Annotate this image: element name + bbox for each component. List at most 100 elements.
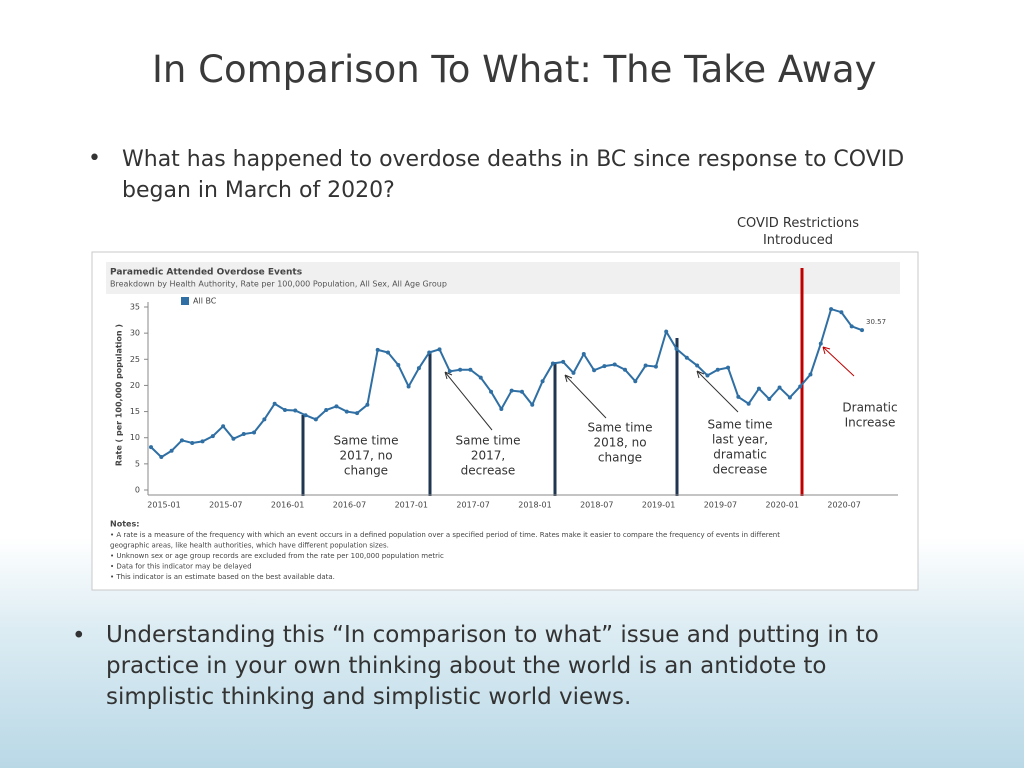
bullet: • — [72, 623, 86, 649]
data-point — [458, 367, 463, 372]
data-point — [210, 434, 215, 439]
data-point — [715, 367, 720, 372]
chart-header — [106, 262, 900, 294]
x-tick-label: 2020-07 — [827, 501, 860, 510]
covid-label: COVID Restrictions Introduced — [720, 215, 876, 249]
chart-title: Paramedic Attended Overdose Events — [110, 268, 302, 278]
data-point — [200, 439, 205, 444]
y-tick-label: 35 — [130, 303, 140, 312]
data-point — [839, 310, 844, 315]
data-point — [149, 445, 153, 450]
x-tick-label: 2019-07 — [704, 501, 737, 510]
annotation: Same time — [456, 434, 521, 448]
data-point — [416, 366, 421, 371]
data-point — [550, 361, 555, 366]
y-tick-label: 20 — [130, 381, 140, 390]
data-point — [252, 430, 257, 435]
data-point — [313, 417, 318, 422]
data-point — [684, 355, 689, 360]
note: • Unknown sex or age group records are e… — [110, 552, 444, 560]
data-point — [818, 341, 823, 346]
bullet: • — [88, 146, 101, 171]
data-point — [756, 386, 761, 391]
data-point — [561, 359, 566, 364]
x-tick-label: 2015-07 — [209, 501, 242, 510]
note: • Data for this indicator may be delayed — [110, 563, 252, 571]
x-tick-label: 2020-01 — [766, 501, 799, 510]
note: • A rate is a measure of the frequency w… — [110, 531, 780, 539]
slide-title: In Comparison To What: The Take Away — [152, 48, 877, 91]
x-tick-label: 2017-07 — [456, 501, 489, 510]
data-point — [695, 363, 700, 368]
data-point — [231, 436, 236, 441]
data-point — [437, 347, 442, 352]
data-point — [303, 413, 308, 418]
data-point — [375, 347, 380, 352]
data-point — [190, 440, 195, 445]
y-axis-label: Rate ( per 100,000 population ) — [115, 324, 124, 466]
x-tick-label: 2016-07 — [333, 501, 366, 510]
data-point — [808, 372, 813, 377]
data-point — [787, 395, 792, 400]
data-point — [705, 373, 710, 378]
data-point — [221, 424, 226, 429]
annotation: 2018, no — [593, 436, 646, 450]
x-tick-label: 2018-07 — [580, 501, 613, 510]
annotation: 2017, — [471, 449, 505, 463]
data-point — [282, 408, 287, 413]
chart-subtitle: Breakdown by Health Authority, Rate per … — [110, 280, 447, 289]
annotation: Increase — [845, 416, 896, 430]
y-tick-label: 15 — [130, 407, 140, 416]
annotation: change — [344, 464, 388, 478]
data-point — [169, 448, 174, 453]
data-point — [581, 352, 586, 357]
data-point — [571, 370, 576, 375]
data-point — [674, 346, 679, 351]
data-point — [767, 397, 772, 402]
annotation: Same time — [708, 418, 773, 432]
annotation: dramatic — [713, 448, 767, 462]
data-point — [159, 455, 164, 460]
data-point — [489, 389, 494, 394]
bullet-text: Understanding this “In comparison to wha… — [106, 622, 879, 710]
data-point — [777, 385, 782, 390]
annotation: last year, — [712, 433, 768, 447]
x-tick-label: 2019-01 — [642, 501, 675, 510]
x-tick-label: 2016-01 — [271, 501, 304, 510]
data-point — [344, 409, 349, 414]
data-point — [386, 350, 390, 355]
data-point — [179, 438, 184, 443]
annotation: decrease — [461, 464, 516, 478]
x-tick-label: 2017-01 — [395, 501, 428, 510]
data-point — [829, 307, 834, 312]
data-point — [643, 363, 648, 368]
data-point — [653, 364, 658, 369]
y-tick-label: 5 — [135, 459, 140, 468]
data-point — [530, 402, 535, 407]
data-point — [355, 411, 360, 416]
data-point — [746, 401, 751, 406]
arrows — [444, 346, 855, 431]
data-point — [478, 375, 483, 380]
data-point — [241, 432, 246, 437]
annotation: change — [598, 451, 642, 465]
data-point — [396, 363, 401, 368]
data-point — [499, 406, 504, 411]
data-point — [736, 394, 741, 399]
data-point — [293, 408, 298, 413]
data-point — [365, 402, 370, 407]
y-tick-label: 10 — [130, 433, 140, 442]
y-tick-label: 0 — [135, 486, 140, 495]
note: • This indicator is an estimate based on… — [110, 573, 335, 581]
note: geographic areas, like health authoritie… — [110, 542, 389, 550]
annotation: decrease — [713, 463, 768, 477]
data-point — [798, 384, 803, 389]
data-point — [427, 350, 432, 355]
data-point — [509, 388, 514, 393]
annotation: Same time — [334, 434, 399, 448]
value-label: 30.57 — [866, 318, 886, 326]
notes-title: Notes: — [110, 520, 139, 529]
data-point — [592, 368, 597, 373]
